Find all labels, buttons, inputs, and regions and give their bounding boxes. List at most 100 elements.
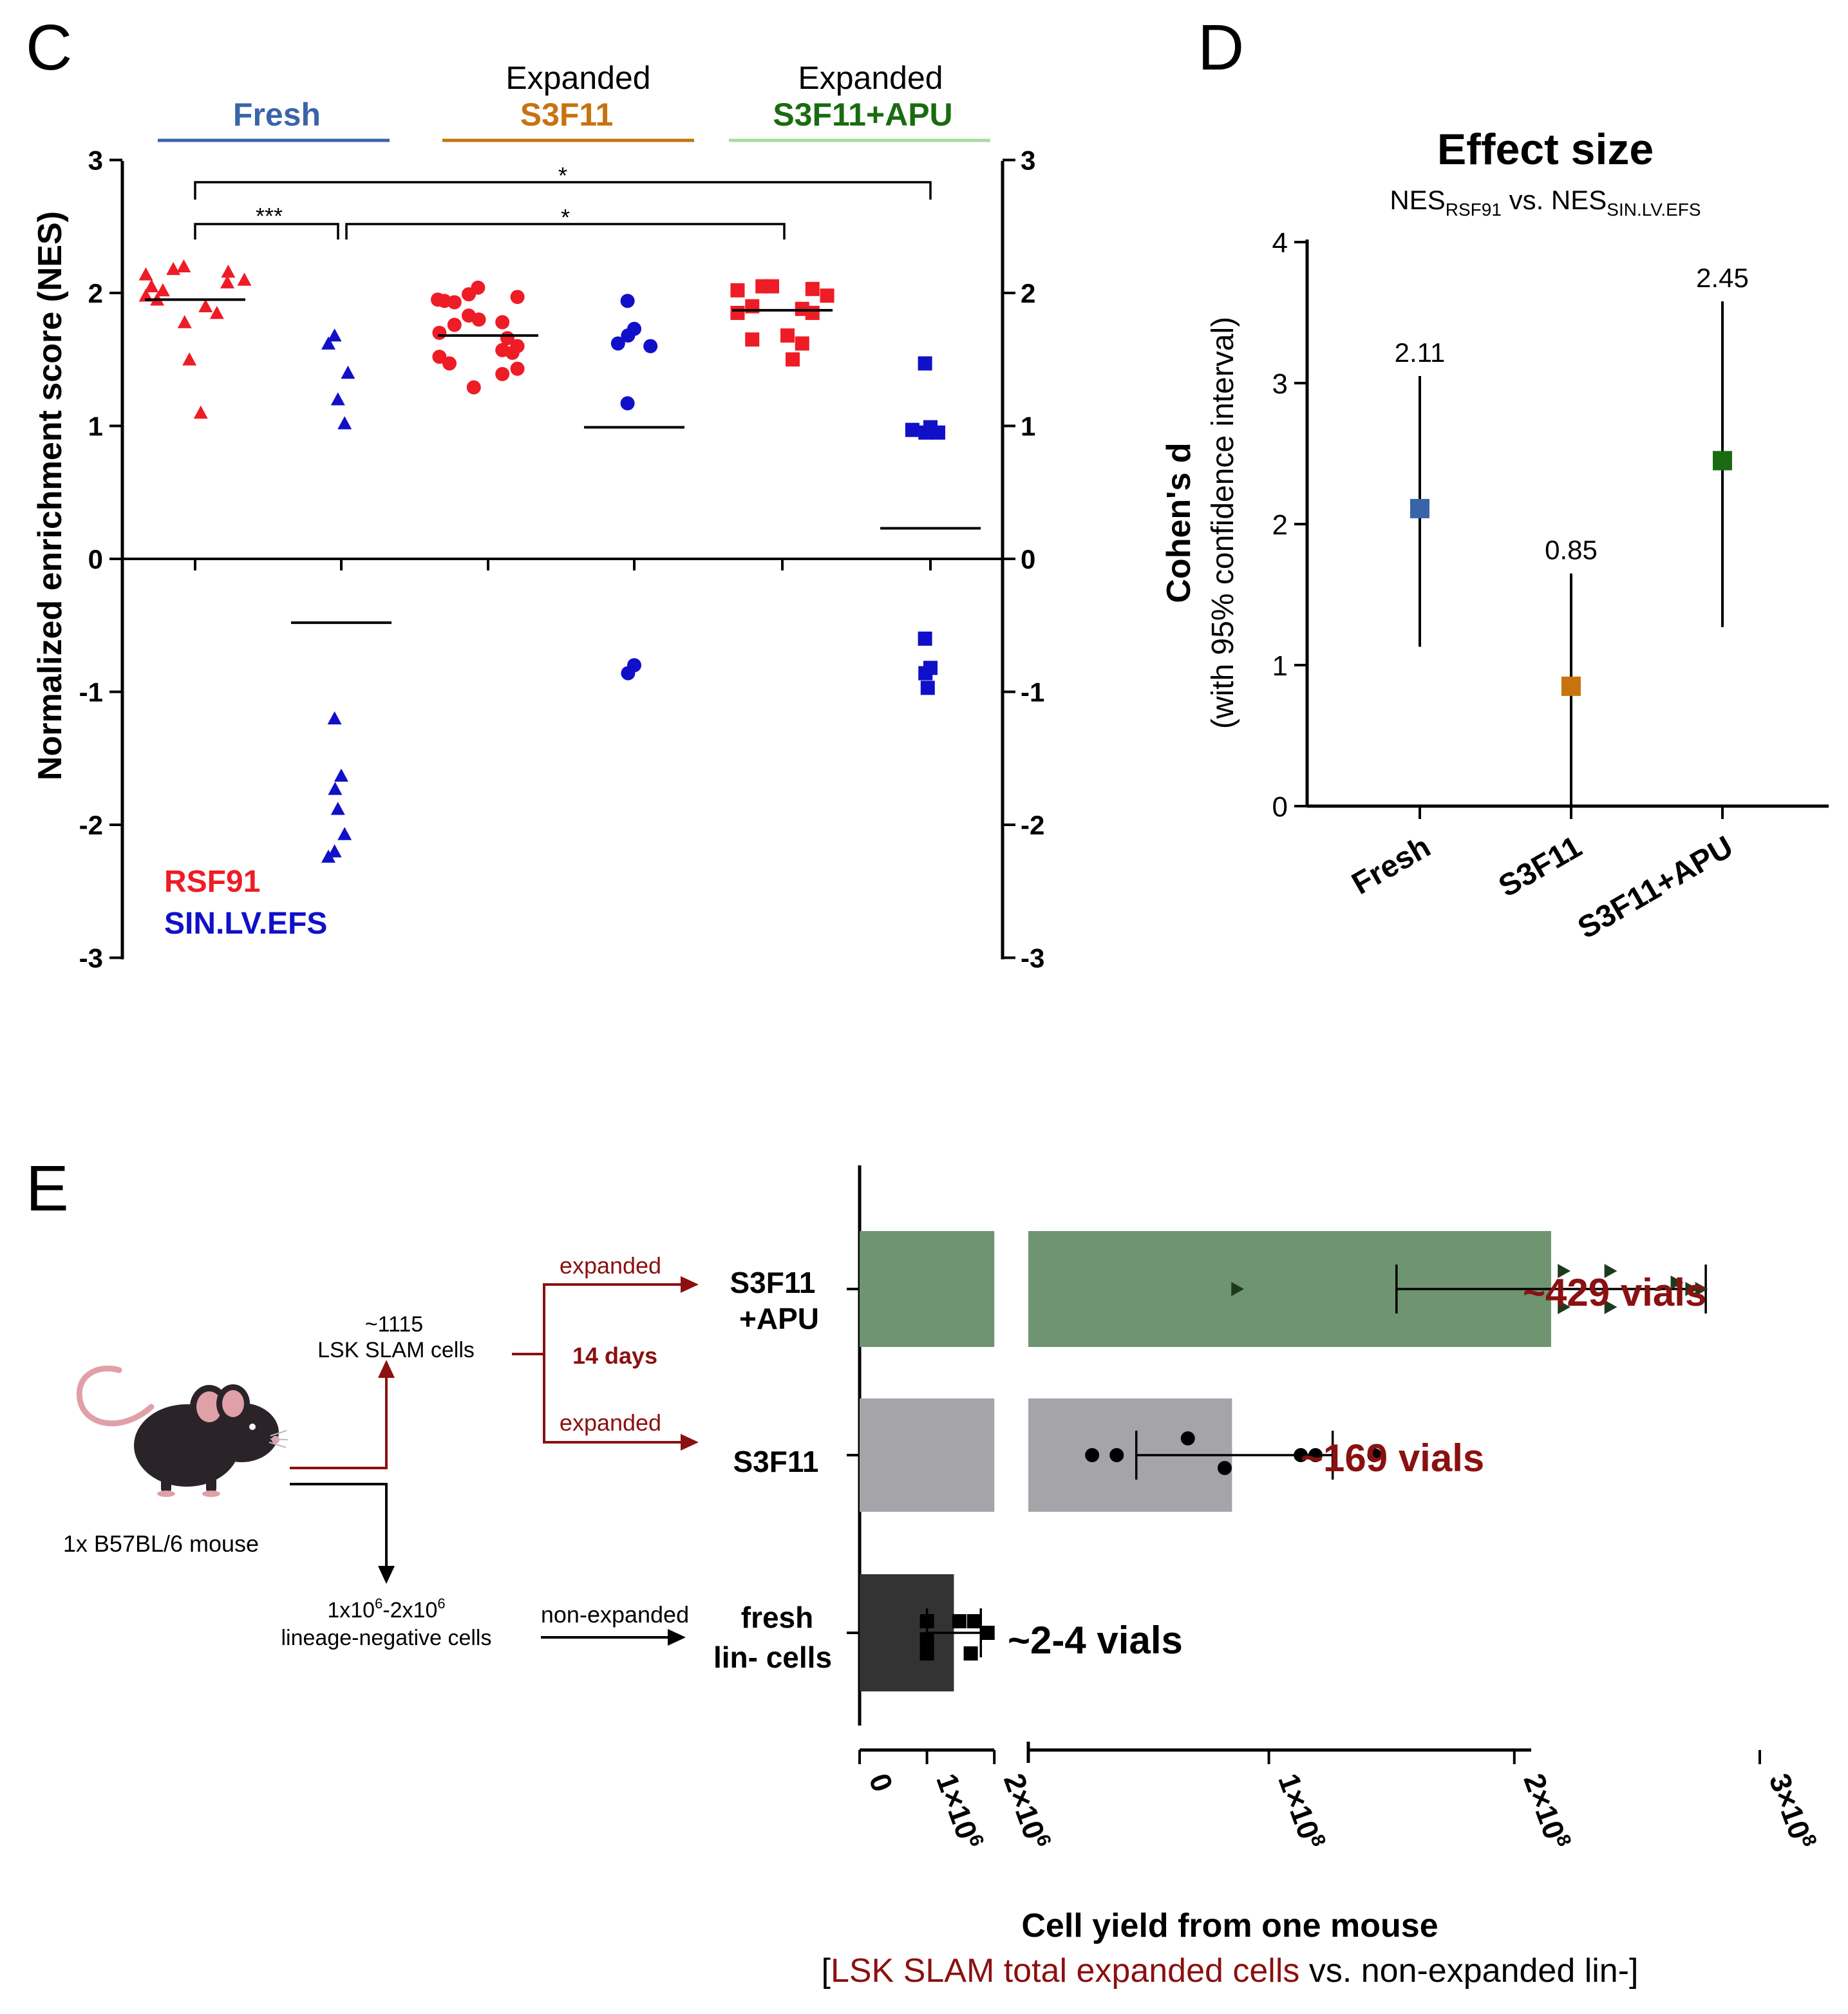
c-point: [495, 366, 510, 381]
annotation-429-vials: ~429 vials: [1523, 1271, 1706, 1314]
e-point: [963, 1646, 978, 1661]
mouse-whiskers: [269, 1430, 288, 1448]
c-point: [237, 272, 252, 286]
c-ytick-label-right: 0: [1021, 544, 1035, 574]
c-point: [327, 844, 342, 858]
e-xtick-low-label: 1×106: [930, 1769, 988, 1854]
e-point: [1109, 1448, 1124, 1462]
c-point: [730, 283, 745, 297]
c-point: [177, 315, 192, 328]
e-bars: [847, 1231, 1708, 1691]
e-xtick-low-label: 0: [863, 1769, 900, 1796]
d-ytick-label: 1: [1272, 650, 1288, 682]
c-point: [918, 425, 933, 440]
c-point: [918, 356, 932, 371]
significance-brackets: [194, 181, 932, 240]
e-point: [1695, 1282, 1708, 1296]
mouse-leg-2: [206, 1474, 216, 1492]
c-point: [918, 666, 933, 681]
d-ytick-label: 4: [1272, 227, 1288, 259]
sig-label-1: *: [558, 162, 567, 189]
sig-label-2: ***: [256, 203, 283, 229]
c-point: [182, 352, 197, 366]
group-header-s3f11-apu: S3F11+APU: [773, 97, 952, 133]
e-point: [1604, 1300, 1617, 1314]
d-value-label: 0.85: [1545, 535, 1598, 565]
workflow-arrows: [290, 1276, 699, 1646]
arrow-head-expanded-top: [681, 1276, 699, 1293]
c-ytick-label-right: -2: [1021, 810, 1044, 840]
e-xtick-low-label: 2×106: [997, 1769, 1055, 1854]
annotation-2-4-vials: ~2-4 vials: [1008, 1619, 1183, 1662]
e-point: [966, 1614, 981, 1628]
c-point: [920, 681, 935, 695]
c-point: [155, 283, 170, 297]
e-point: [919, 1614, 934, 1628]
c-point: [198, 299, 213, 312]
c-point: [221, 264, 236, 278]
c-point: [621, 666, 636, 681]
c-data-points: [138, 259, 945, 863]
panel-e-yield-chart: 0 1×106 2×106 1×108 2×108 3×108 S3F11 +APU S3…: [713, 1165, 1821, 1990]
group-header-s3f11: S3F11: [520, 97, 614, 133]
c-point: [643, 339, 658, 353]
c-point: [176, 259, 191, 273]
e-bar-low: [860, 1231, 995, 1347]
c-point: [610, 336, 625, 351]
c-point: [621, 328, 636, 343]
c-point: [432, 325, 447, 340]
e-point: [919, 1646, 934, 1661]
group-header-s3f11-expanded: Expanded: [505, 60, 650, 96]
arrow-expanded-bottom: [543, 1354, 683, 1444]
d-category-s3f11: S3F11: [1493, 830, 1588, 904]
c-point: [466, 380, 481, 395]
c-point: [220, 275, 235, 288]
panel-d-effect-size: Effect size NESRSF91 vs. NESSIN.LV.EFS 4…: [1160, 125, 1829, 946]
c-point: [805, 305, 820, 320]
c-point: [337, 827, 352, 840]
bracket-fresh-vs-apu: [194, 181, 932, 200]
d-ytick-label: 2: [1272, 509, 1288, 541]
e-category-fresh-1: fresh: [741, 1601, 813, 1634]
c-point: [505, 345, 520, 360]
c-point: [620, 294, 635, 308]
d-subtitle-mid: vs. NES: [1502, 185, 1607, 215]
c-ytick-label-right: -3: [1021, 943, 1044, 974]
annotation-169-vials: ~169 vials: [1301, 1436, 1484, 1480]
c-point: [341, 365, 355, 379]
panel-label-e: E: [26, 1153, 69, 1225]
c-point: [510, 290, 525, 305]
e-x-axis: 0 1×106 2×106 1×108 2×108 3×108: [858, 1742, 1821, 1854]
bracket-fresh-rsf-vs-sin: [194, 223, 339, 240]
e-x-axis-label: Cell yield from one mouse: [1021, 1907, 1438, 1944]
e-point: [1231, 1282, 1245, 1296]
e-point: [1294, 1448, 1308, 1462]
e-point: [1685, 1282, 1699, 1296]
mouse-foot-1: [157, 1491, 175, 1497]
mouse-eye: [249, 1424, 256, 1430]
c-point: [144, 279, 159, 293]
arrow-head-lsk: [378, 1360, 395, 1378]
c-ytick-label: -2: [79, 810, 103, 840]
e-point: [980, 1626, 995, 1640]
label-non-expanded: non-expanded: [541, 1601, 689, 1628]
c-point: [432, 350, 447, 364]
mouse-label: 1x B57BL/6 mouse: [63, 1530, 259, 1557]
c-point: [321, 336, 335, 350]
c-point: [330, 802, 345, 815]
label-expanded-bottom: expanded: [560, 1409, 661, 1436]
c-ytick-label-right: 2: [1021, 278, 1035, 308]
label-14-days: 14 days: [572, 1342, 657, 1369]
group-header-apu-expanded: Expanded: [798, 60, 943, 96]
c-point: [447, 295, 462, 310]
c-point: [334, 768, 348, 782]
c-point: [918, 631, 932, 646]
d-y-axis-label: Cohen's d: [1160, 442, 1198, 603]
e-category-fresh-2: lin- cells: [713, 1641, 832, 1674]
arrow-head-expanded-bottom: [681, 1434, 699, 1451]
c-point: [193, 405, 208, 419]
e-point: [1180, 1431, 1195, 1445]
lsk-label: LSK SLAM cells: [317, 1338, 475, 1362]
c-point: [166, 261, 181, 276]
arrow-head-lin: [378, 1566, 395, 1584]
